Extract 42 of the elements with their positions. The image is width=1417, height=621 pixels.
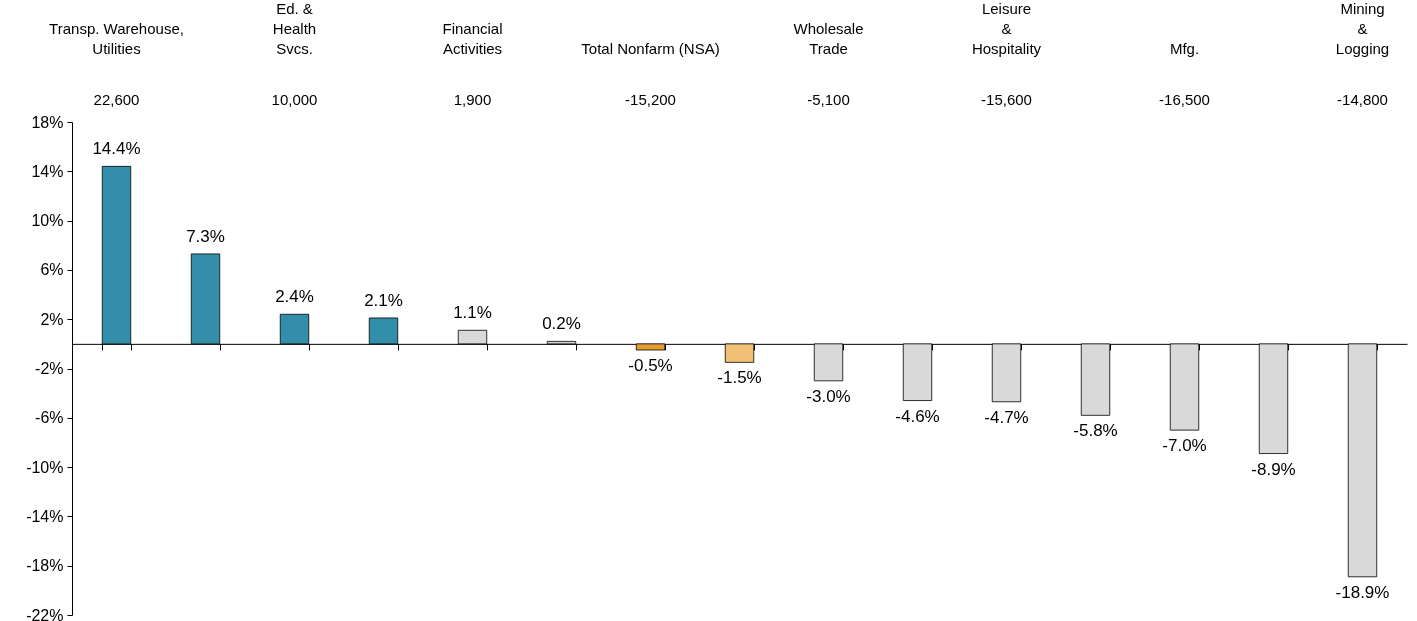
y-tick-label: -6%: [35, 409, 64, 427]
text: -15,200: [625, 91, 676, 108]
y-tick-label: -2%: [35, 360, 64, 377]
data-label: 14.4%: [92, 139, 141, 159]
y-tick-label: -22%: [26, 606, 64, 621]
text: 1,900: [453, 91, 492, 108]
data-label: -5.8%: [1073, 421, 1118, 441]
data-label: -1.5%: [717, 368, 762, 388]
y-tick-label: -18%: [26, 557, 64, 575]
y-tick-label: 14%: [31, 162, 64, 180]
y-tick-label: 6%: [40, 261, 64, 279]
text: 22,600: [93, 91, 140, 108]
text: -16,500: [1159, 91, 1210, 108]
data-label: 1.1%: [453, 303, 492, 323]
data-label: -4.7%: [984, 407, 1029, 427]
text: 10,000: [271, 91, 318, 108]
x-tick-label: Total Nonfarm (NSA): [581, 40, 720, 57]
data-label: -3.0%: [806, 386, 851, 406]
x-tick-label: Financial Activities: [442, 20, 503, 57]
x-tick-label: Mfg.: [1169, 40, 1200, 57]
y-tick-label: -14%: [26, 507, 64, 525]
data-label: -7.0%: [1162, 436, 1207, 456]
y-tick-label: 2%: [40, 310, 64, 328]
text: -15,600: [981, 91, 1032, 108]
x-tick-label: Transp. Warehouse, Utilities: [49, 20, 184, 57]
data-label: 2.4%: [275, 287, 314, 307]
y-tick-label: 18%: [31, 113, 64, 131]
data-label: -18.9%: [1335, 582, 1390, 602]
x-tick-label: Leisure & Hospitality: [971, 0, 1042, 57]
x-tick-label: Wholesale Trade: [793, 20, 864, 57]
text: -14,800: [1337, 91, 1388, 108]
data-label: -0.5%: [628, 356, 673, 376]
data-label: 2.1%: [364, 290, 403, 310]
data-label: -4.6%: [895, 406, 940, 426]
x-tick-label: Ed. & Health Svcs.: [272, 0, 317, 57]
y-tick-label: -10%: [26, 458, 64, 476]
data-label: 7.3%: [186, 226, 225, 246]
data-label: -8.9%: [1251, 459, 1296, 479]
text: -5,100: [807, 91, 850, 108]
data-label: 0.2%: [542, 314, 581, 334]
x-tick-label: Mining & Logging: [1335, 0, 1390, 57]
y-tick-label: 10%: [31, 212, 64, 230]
